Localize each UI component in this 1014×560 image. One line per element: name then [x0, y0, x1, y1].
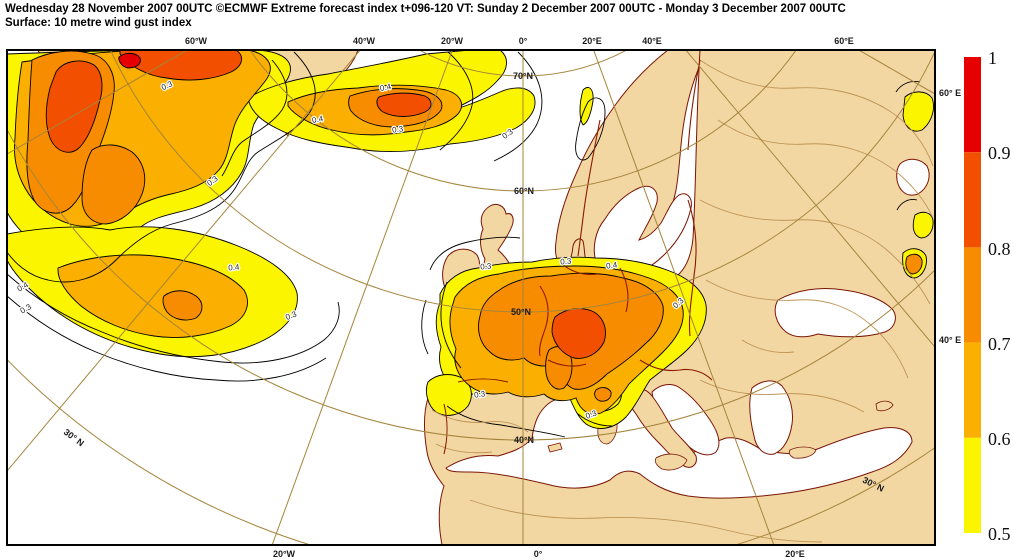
colorbar-band-2: [964, 247, 981, 343]
efi-yellow-east-2: [912, 211, 934, 239]
contour-label-10: 0.3: [480, 261, 492, 271]
efi-orangered-iceland-band: [376, 92, 432, 117]
black-sea: [774, 287, 896, 338]
colorbar-tick-5: 0.5: [988, 524, 1011, 544]
efi-orange-greenland-south: [81, 144, 146, 225]
colorbar-tick-2: 0.8: [988, 239, 1011, 259]
lon-label-bottom-0: 20°W: [273, 549, 296, 559]
efi-orange-east: [905, 253, 923, 275]
land-balearics: [547, 442, 563, 453]
map-frame: [6, 49, 936, 546]
colorbar-tick-0: 1: [988, 48, 997, 68]
lon-label-bottom-2: 20°E: [785, 549, 805, 559]
lon-label-top-1: 40°W: [353, 36, 376, 46]
lat-label-3: 40°N: [514, 435, 534, 445]
lon-label-top-2: 20°W: [441, 36, 464, 46]
latitude-labels: 70°N 60°N 50°N 40°N: [511, 71, 534, 445]
longitude-labels-bottom: 20°W 0° 20°E: [273, 549, 805, 559]
land-contour-lines: [431, 59, 934, 543]
contour-label-8: 0.4: [228, 262, 240, 272]
efi-contour-lines: [7, 51, 921, 438]
land-italy: [627, 388, 697, 468]
efi-yellow-norway-sliver: [579, 87, 594, 126]
land-cyprus: [875, 400, 894, 412]
lon-label-right-0: 60° E: [939, 88, 961, 98]
efi-yellow-east-1: [902, 91, 934, 132]
aegean-sea: [749, 380, 793, 455]
colorbar-tick-4: 0.6: [988, 429, 1011, 449]
efi-yellow-galicia: [425, 374, 472, 416]
efi-amber-mid-atlantic: [57, 254, 248, 338]
lat-label-0: 70°N: [513, 71, 533, 81]
lat-label-2: 50°N: [511, 307, 531, 317]
efi-red-greenland-spot: [118, 52, 141, 69]
title-line-2: Surface: 10 metre wind gust index: [5, 17, 192, 29]
contour-label-12: 0.4: [606, 260, 619, 271]
efi-orangered-greenland-top: [119, 50, 242, 81]
efi-shading: [7, 50, 934, 429]
contour-label-3: 0.3: [392, 124, 405, 135]
map-title-block: Wednesday 28 November 2007 00UTC ©ECMWF …: [5, 2, 846, 30]
contour-label-2: 0.4: [379, 82, 392, 93]
colorbar-tick-3: 0.7: [988, 334, 1011, 354]
efi-orangered-greenland-west: [45, 60, 103, 153]
contour-label-11: 0.3: [560, 256, 572, 266]
longitude-labels-right: 60° E 40° E: [939, 88, 961, 345]
colorbar-band-4: [964, 437, 981, 533]
lon-label-top-3: 0°: [519, 36, 528, 46]
title-line-1: Wednesday 28 November 2007 00UTC ©ECMWF …: [5, 3, 846, 15]
lon-label-top-5: 40°E: [642, 36, 662, 46]
land-crete: [788, 446, 817, 459]
colorbar-band-0: [964, 57, 981, 153]
efi-colorbar-legend: 1 0.9 0.8 0.7 0.6 0.5: [964, 48, 1011, 544]
efi-orange-liguria-core: [594, 387, 612, 402]
contour-label-1: 0.4: [311, 114, 324, 125]
lon-label-right-1: 40° E: [939, 335, 961, 345]
contour-label-14: 0.3: [474, 389, 487, 400]
country-borders: [443, 59, 713, 455]
colorbar-tick-1: 0.9: [988, 143, 1011, 163]
colorbar-band-3: [964, 342, 981, 438]
efi-orange-mid-atlantic: [162, 290, 203, 321]
lon-label-top-0: 60°W: [185, 36, 208, 46]
lat-label-1: 60°N: [514, 186, 534, 196]
longitude-labels-top: 60°W 40°W 20°W 0° 20°E 40°E 60°E: [185, 36, 854, 46]
lon-label-top-6: 60°E: [834, 36, 854, 46]
efi-orangered-europe-core: [551, 308, 606, 359]
lon-label-bottom-1: 0°: [534, 549, 543, 559]
land-sicily: [654, 453, 688, 471]
lon-label-top-4: 20°E: [582, 36, 602, 46]
colorbar-band-1: [964, 152, 981, 248]
